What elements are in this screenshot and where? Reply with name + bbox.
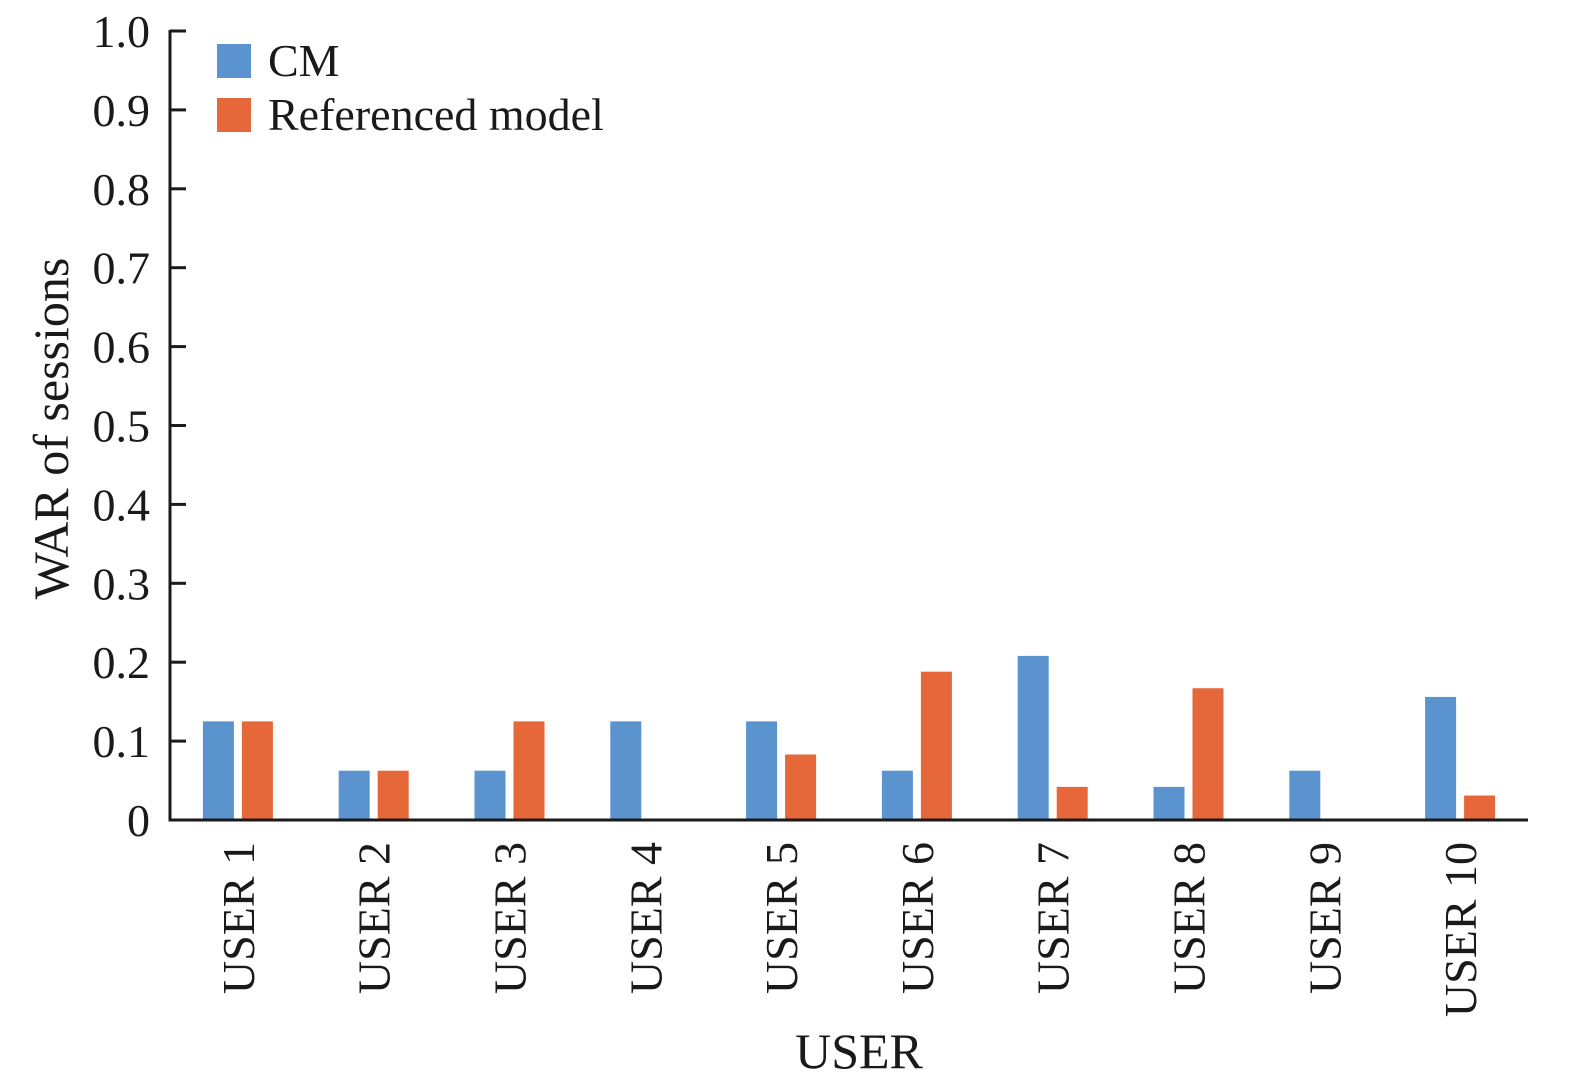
x-tick-label: USER 8: [1164, 842, 1215, 994]
bar-cm-2: [338, 770, 370, 820]
legend-label-cm: CM: [268, 35, 340, 86]
y-tick-label: 0.1: [93, 716, 151, 767]
bar-referenced-model-1: [241, 721, 273, 820]
legend: CM Referenced model: [217, 35, 604, 140]
bar-referenced-model-10: [1464, 795, 1496, 820]
x-tick-label: USER 3: [485, 842, 536, 994]
y-tick-label: 0.8: [93, 164, 151, 215]
bar-referenced-model-2: [377, 770, 409, 820]
legend-swatch-referenced-model: [217, 98, 251, 132]
x-tick-label: USER 7: [1028, 842, 1079, 994]
x-axis-ticks: USER 1 USER 2 USER 3 USER 4 USER 5 USER 6 USER…: [213, 842, 1486, 1017]
y-tick-label: 0.6: [93, 322, 151, 373]
x-tick-label: USER 9: [1299, 842, 1350, 994]
bar-cm-1: [202, 721, 234, 820]
y-tick-label: 0.3: [93, 558, 151, 609]
x-tick-label: USER 5: [756, 842, 807, 994]
bars: [202, 655, 1496, 820]
bar-cm-4: [610, 721, 642, 820]
legend-label-referenced-model: Referenced model: [268, 89, 604, 140]
bar-cm-7: [1017, 655, 1049, 820]
y-tick-label: 0.4: [93, 479, 151, 530]
bar-referenced-model-3: [513, 721, 545, 820]
bar-referenced-model-5: [785, 754, 817, 820]
x-tick-label: USER 6: [892, 842, 943, 994]
bar-cm-8: [1153, 786, 1185, 820]
x-tick-label: USER 2: [349, 842, 400, 994]
legend-swatch-cm: [217, 44, 251, 78]
y-tick-label: 0.2: [93, 637, 151, 688]
x-axis-title: USER: [795, 1023, 923, 1079]
y-tick-label: 0.9: [93, 85, 151, 136]
y-tick-label: 0: [127, 795, 150, 846]
x-tick-label: USER 10: [1435, 842, 1486, 1017]
bar-cm-5: [746, 721, 778, 820]
y-axis-title: WAR of sessions: [23, 258, 79, 600]
y-axis-ticks: 0 0.1 0.2 0.3 0.4 0.5 0.6 0.7 0.8 0.9 1.0: [93, 6, 186, 846]
bar-cm-6: [881, 770, 913, 820]
bar-cm-3: [474, 770, 506, 820]
bar-referenced-model-6: [920, 671, 952, 820]
bar-referenced-model-7: [1056, 786, 1088, 820]
x-tick-label: USER 4: [620, 842, 671, 994]
bar-cm-10: [1425, 696, 1457, 820]
y-tick-label: 0.5: [93, 401, 151, 452]
bar-referenced-model-8: [1192, 688, 1224, 820]
y-tick-label: 0.7: [93, 243, 151, 294]
y-tick-label: 1.0: [93, 6, 151, 57]
x-tick-label: USER 1: [213, 842, 264, 994]
bar-cm-9: [1289, 770, 1321, 820]
